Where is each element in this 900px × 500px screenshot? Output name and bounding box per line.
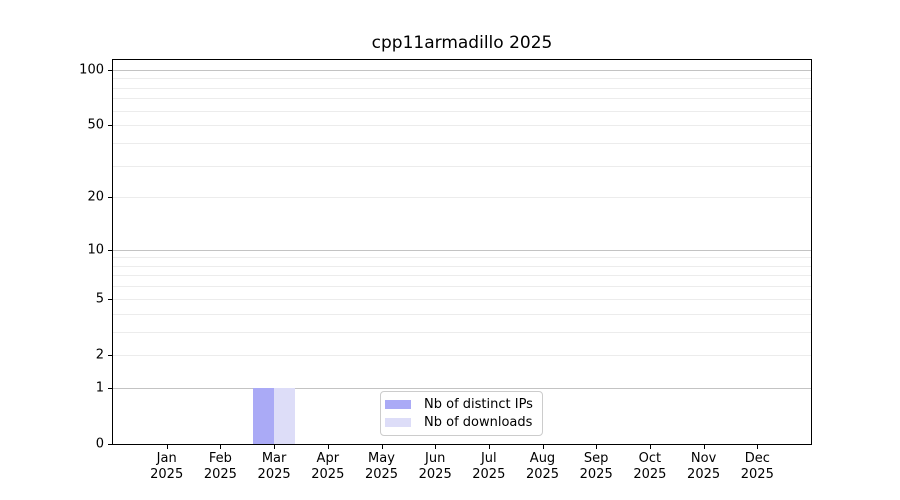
legend-label-distinct-ips: Nb of distinct IPs [424,397,533,412]
legend-swatch-downloads [385,418,411,427]
y-gridline-minor [113,354,811,356]
x-tick-year: 2025 [687,467,721,482]
x-tick-year: 2025 [203,467,237,482]
y-tick-mark [108,125,112,127]
y-gridline-minor [113,286,811,288]
y-gridline-minor [113,275,811,277]
x-tick-year: 2025 [740,467,774,482]
legend-label-downloads: Nb of downloads [424,415,533,430]
y-gridline-major [113,249,811,251]
x-tick-month: Sep [583,451,609,466]
y-gridline-minor [113,78,811,80]
x-tick-label: Dec 2025 [741,451,774,483]
x-tick-year: 2025 [418,467,452,482]
y-gridline-major [113,69,811,71]
y-tick-label: 2 [95,347,104,363]
y-gridline-minor [113,298,811,300]
x-tick-label: May 2025 [365,451,398,483]
y-gridline-minor [113,142,811,144]
x-tick-mark [703,445,705,449]
y-tick-mark [108,444,112,445]
y-tick-mark [108,387,112,389]
x-tick-mark [542,445,544,449]
x-tick-label: Nov 2025 [687,451,720,483]
x-tick-label: Jul 2025 [472,451,505,483]
y-tick-label: 1 [95,380,104,396]
y-gridline-major [113,387,811,389]
y-tick-label: 100 [79,62,104,78]
x-tick-year: 2025 [472,467,506,482]
y-tick-mark [108,197,112,199]
y-gridline-minor [113,313,811,315]
x-tick-month: Apr [316,451,340,466]
x-tick-month: Oct [638,451,662,466]
x-tick-label: Feb 2025 [204,451,237,483]
x-tick-month: Aug [529,451,556,466]
x-tick-mark [435,445,437,449]
y-gridline-minor [113,110,811,112]
y-gridline-minor [113,331,811,333]
legend-item-distinct-ips: Nb of distinct IPs [385,397,533,412]
y-tick-label: 5 [95,291,104,307]
bar-distinct-ips [253,387,275,444]
y-tick-label: 50 [87,117,104,133]
y-gridline-minor [113,197,811,199]
x-tick-year: 2025 [525,467,560,482]
y-gridline-minor [113,265,811,267]
x-tick-year: 2025 [633,467,667,482]
x-tick-month: May [368,451,395,466]
x-tick-month: Nov [690,451,717,466]
y-tick-label: 10 [87,242,104,258]
legend-item-downloads: Nb of downloads [385,415,533,430]
x-tick-year: 2025 [150,467,184,482]
y-tick-label: 0 [95,436,104,452]
x-tick-mark [381,445,383,449]
legend-swatch-distinct-ips [385,400,411,409]
x-tick-month: Feb [208,451,232,466]
x-tick-mark [166,445,168,449]
y-gridline-minor [113,257,811,259]
x-tick-label: Aug 2025 [526,451,559,483]
plot-area: 0 1 2 5 10 20 50 100 Jan 2025 Feb 2025 Mar 2025 Apr 202… [79,59,812,482]
x-tick-mark [220,445,222,449]
x-tick-year: 2025 [579,467,613,482]
y-gridline-minor [113,87,811,89]
y-gridline-minor [113,165,811,167]
y-tick-label: 20 [87,189,104,205]
chart-title: cpp11armadillo 2025 [371,33,553,53]
legend: Nb of distinct IPs Nb of downloads [380,391,543,436]
x-tick-mark [327,445,329,449]
x-tick-month: Dec [744,451,770,466]
y-gridline-minor [113,125,811,127]
y-tick-mark [108,69,112,71]
x-tick-mark [488,445,490,449]
x-tick-month: Mar [261,451,287,466]
x-tick-label: Oct 2025 [633,451,666,483]
x-tick-label: Apr 2025 [311,451,344,483]
y-tick-mark [108,249,112,251]
x-tick-mark [649,445,651,449]
y-tick-mark [108,298,112,300]
x-tick-mark [274,445,276,449]
x-tick-label: Sep 2025 [580,451,613,483]
bar-downloads [274,387,296,444]
x-tick-year: 2025 [364,467,399,482]
x-tick-label: Jun 2025 [419,451,452,483]
x-tick-month: Jan [156,451,177,466]
x-tick-month: Jul [480,451,497,466]
x-tick-year: 2025 [257,467,291,482]
x-tick-mark [757,445,759,449]
x-tick-label: Mar 2025 [258,451,291,483]
x-tick-month: Jun [425,451,446,466]
y-gridline-minor [113,98,811,100]
x-tick-year: 2025 [311,467,345,482]
y-tick-mark [108,354,112,356]
x-tick-label: Jan 2025 [150,451,183,483]
x-tick-mark [596,445,598,449]
